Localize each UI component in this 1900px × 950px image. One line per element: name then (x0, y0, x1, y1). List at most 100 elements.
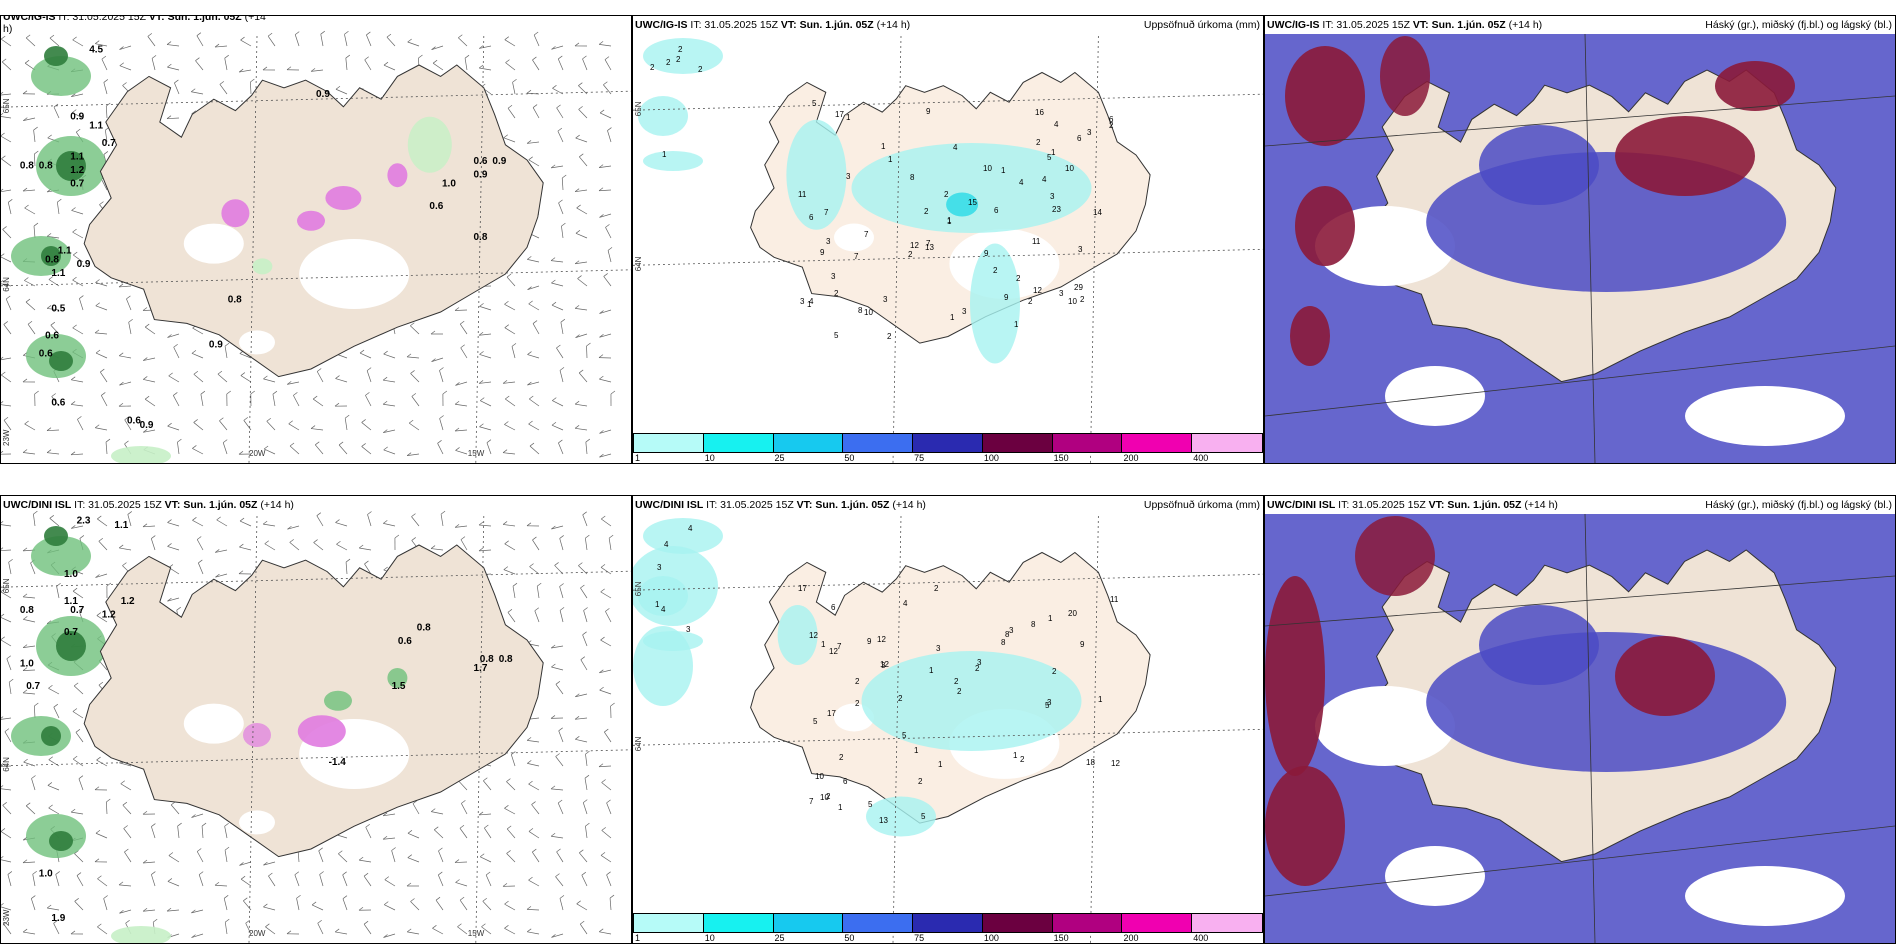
precip-value-label: 0.8 (499, 654, 513, 665)
wind-barb-flag (459, 896, 465, 901)
wind-barb (8, 682, 12, 695)
wind-barb-flag (432, 925, 437, 929)
precip-value-label: 0.9 (77, 259, 91, 270)
precip-value-label: 10 (815, 772, 824, 781)
wind-barb (167, 597, 180, 602)
wind-barb (437, 443, 444, 455)
wind-barb (342, 898, 348, 911)
precip-value-label: 0.9 (209, 339, 223, 350)
wind-barb (191, 909, 204, 914)
wind-barb-flag (504, 925, 509, 929)
wind-barb-flag (599, 686, 604, 691)
wind-barb (558, 442, 564, 455)
wind-barb (363, 875, 372, 887)
wind-barb (582, 514, 588, 527)
wind-barb-flag (70, 376, 76, 381)
precip-value-label: 9 (820, 248, 825, 257)
wind-barb (215, 884, 228, 887)
precip-value-label: 2 (834, 289, 839, 298)
wind-barb (71, 210, 84, 215)
wind-barb-flag (191, 909, 196, 914)
wind-barb (504, 303, 516, 311)
wind-barb-flag (344, 30, 349, 35)
wind-barb (143, 357, 156, 361)
wind-barb (557, 131, 564, 143)
wind-barb-flag (22, 449, 28, 453)
wind-barb-flag (558, 199, 563, 204)
wind-barb (551, 260, 564, 263)
wind-barb-flag (599, 669, 604, 674)
wind-barb (336, 543, 348, 551)
wind-barb-flag (142, 859, 148, 864)
wind-barb (167, 333, 180, 338)
wind-barb (119, 355, 132, 359)
wind-barb (383, 403, 396, 407)
wind-barb (582, 58, 588, 71)
wind-barb-flag (502, 521, 508, 525)
wind-barb (76, 875, 84, 887)
wind-barb-flag (526, 906, 532, 910)
wind-barb-flag (583, 799, 588, 803)
wind-barb-flag (454, 524, 460, 528)
lon-label: 15W (468, 929, 485, 938)
wind-barb-flag (361, 419, 366, 423)
wind-barb-flag (118, 402, 124, 407)
precip-value-label: 11 (798, 190, 807, 199)
wind-barb-flag (317, 919, 322, 924)
wind-barb-flag (504, 540, 509, 545)
precip-value-label: 5 (902, 731, 907, 740)
wind-barb-flag (49, 515, 54, 519)
wind-barb (151, 874, 156, 887)
wind-barb-flag (364, 56, 369, 61)
wind-barb (479, 524, 492, 527)
wind-barb-flag (526, 522, 532, 527)
wind-barb (561, 178, 564, 191)
wind-barb (367, 514, 372, 527)
wind-barb-flag (358, 856, 364, 861)
wind-barb-flag (1, 613, 5, 617)
wind-barb (317, 923, 324, 935)
wind-barb-flag (598, 164, 604, 168)
wind-barb-flag (601, 779, 606, 783)
wind-barb-flag (268, 872, 273, 877)
precip-value-label: 15 (968, 198, 977, 207)
lon-gridline (892, 35, 902, 463)
wind-barb (532, 851, 540, 863)
wind-barb-flag (96, 612, 102, 616)
wind-barb (551, 666, 564, 671)
wind-barb (3, 924, 12, 935)
wind-barb (383, 429, 396, 433)
wind-barb-flag (1, 636, 5, 641)
precip-value-label: 2 (666, 58, 671, 67)
wind-barb (240, 878, 252, 887)
wind-barb (53, 707, 60, 719)
lat-gridline (1, 570, 631, 588)
precip-value-label: 3 (1009, 626, 1014, 635)
wind-barb-flag (70, 401, 76, 405)
wind-barb-flag (142, 907, 148, 912)
wind-barb-flag (3, 321, 8, 325)
wind-barb (504, 903, 516, 911)
wind-barb (74, 901, 84, 911)
wind-barb (505, 398, 516, 407)
wind-barb-flag (22, 378, 28, 383)
lat-gridline (1, 90, 631, 108)
wind-barb (529, 398, 540, 407)
wind-barb (166, 117, 180, 120)
wind-barb (600, 855, 612, 863)
precip-value-label: 4 (903, 599, 908, 608)
precip-value-label: 3 (826, 237, 831, 246)
wind-barb-flag (575, 736, 580, 740)
wind-barb (464, 58, 468, 71)
wind-barb (344, 418, 348, 431)
wind-barb (557, 802, 564, 815)
wind-barb (73, 685, 84, 695)
wind-barb-flag (238, 570, 244, 575)
wind-barb-flag (2, 226, 7, 230)
cloud-cover-panel-dini: UWC/DINI ISL IT: 31.05.2025 15Z VT: Sun.… (1264, 495, 1896, 944)
wind-barb-flag (526, 928, 532, 933)
wind-barb (607, 250, 612, 263)
wind-barb (527, 763, 540, 767)
wind-barb-flag (124, 440, 129, 445)
graticule (1265, 825, 1895, 897)
